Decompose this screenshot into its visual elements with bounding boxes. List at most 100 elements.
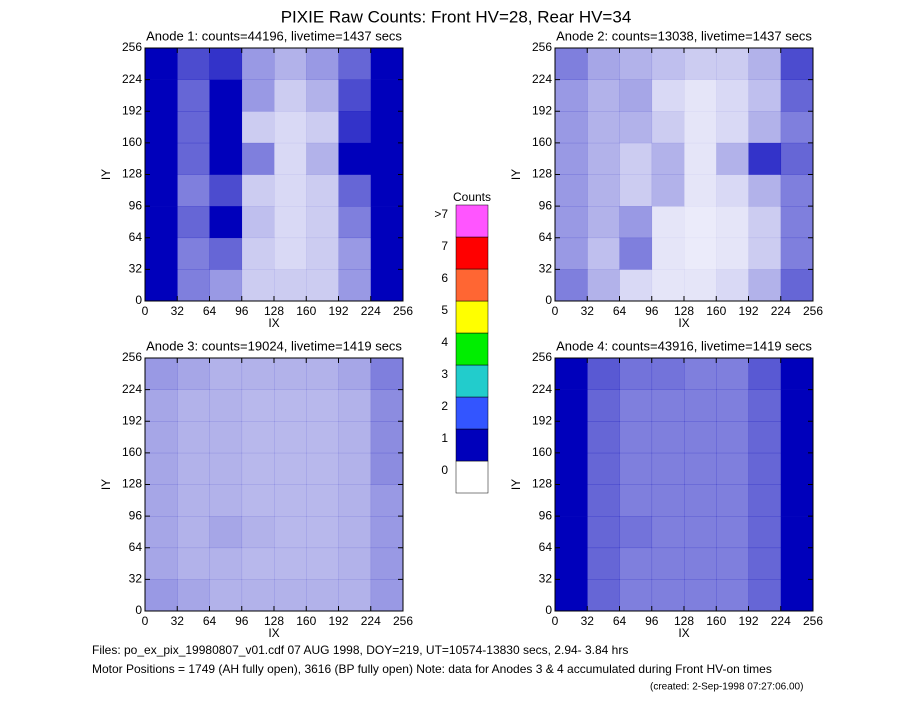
y-tick-label: 256: [532, 40, 552, 54]
heat-cell: [555, 79, 588, 112]
heat-cell: [370, 111, 404, 144]
heat-cell: [306, 174, 339, 207]
x-tick-label: 256: [393, 304, 413, 318]
heat-cell: [274, 48, 307, 80]
heat-cell: [619, 79, 653, 112]
heat-cell: [748, 111, 782, 144]
x-tick-label: 192: [328, 614, 348, 628]
heat-cell: [555, 547, 588, 580]
heat-cell: [651, 269, 685, 302]
y-tick-label: 32: [129, 262, 143, 276]
x-tick-label: 0: [552, 304, 559, 318]
x-tick-label: 160: [296, 614, 316, 628]
footer-created: (created: 2-Sep-1998 07:27:06.00): [650, 682, 803, 693]
heat-cell: [338, 174, 372, 207]
heat-cell: [274, 579, 307, 612]
heat-cell: [209, 579, 243, 612]
heat-cell: [555, 579, 588, 612]
colorbar-swatch: [455, 300, 489, 334]
heat-cell: [241, 237, 275, 270]
heat-cell: [651, 48, 685, 80]
y-tick-label: 0: [545, 293, 552, 307]
footer-motor: Motor Positions = 1749 (AH fully open), …: [92, 662, 772, 676]
heat-cell: [306, 579, 339, 612]
x-tick-label: 128: [674, 614, 694, 628]
heat-cell: [145, 421, 178, 454]
x-tick-label: 32: [171, 304, 185, 318]
heat-cell: [338, 389, 372, 422]
y-tick-label: 96: [539, 198, 553, 212]
heat-cell: [274, 269, 307, 302]
heat-cell: [619, 421, 653, 454]
heat-cell: [716, 484, 749, 517]
heat-cell: [555, 237, 588, 270]
heat-cell: [587, 174, 620, 207]
heat-cell: [370, 516, 404, 549]
heat-cell: [587, 389, 620, 422]
heat-cell: [555, 269, 588, 302]
x-tick-label: 192: [738, 614, 758, 628]
heat-cell: [619, 237, 653, 270]
y-tick-label: 224: [122, 382, 142, 396]
heat-cell: [145, 389, 178, 422]
heat-cell: [748, 358, 782, 390]
heat-cell: [684, 142, 717, 175]
colorbar-label: 6: [441, 271, 448, 285]
heat-cell: [145, 547, 178, 580]
heat-cell: [651, 452, 685, 485]
heat-cell: [651, 421, 685, 454]
heat-cell: [716, 452, 749, 485]
heat-cell: [748, 206, 782, 239]
colorbar-label: 0: [441, 463, 448, 477]
heat-cell: [338, 452, 372, 485]
panel-title: Anode 4: counts=43916, livetime=1419 sec…: [556, 338, 812, 353]
y-tick-label: 32: [129, 572, 143, 586]
heat-cell: [370, 484, 404, 517]
x-tick-label: 160: [706, 304, 726, 318]
heat-cell: [555, 389, 588, 422]
heat-cell: [651, 579, 685, 612]
heat-cell: [209, 358, 243, 390]
y-tick-label: 160: [532, 135, 552, 149]
heat-cell: [306, 48, 339, 80]
heat-cell: [684, 174, 717, 207]
heat-cell: [177, 389, 210, 422]
heat-cell: [748, 79, 782, 112]
heat-cell: [555, 48, 588, 80]
heat-cell: [619, 48, 653, 80]
heat-cell: [241, 269, 275, 302]
heat-cell: [370, 547, 404, 580]
colorbar-label: 5: [441, 303, 448, 317]
y-tick-label: 224: [532, 72, 552, 86]
x-tick-label: 256: [803, 614, 823, 628]
heat-cell: [177, 48, 210, 80]
heat-cell: [716, 421, 749, 454]
heat-cell: [306, 421, 339, 454]
heat-cell: [338, 48, 372, 80]
heat-cell: [306, 484, 339, 517]
heat-cell: [780, 79, 814, 112]
heat-cell: [684, 358, 717, 390]
heat-cell: [748, 142, 782, 175]
heat-cell: [241, 142, 275, 175]
heat-cell: [145, 111, 178, 144]
x-tick-label: 128: [264, 304, 284, 318]
heat-cell: [145, 48, 178, 80]
colorbar-label: 7: [441, 239, 448, 253]
heat-cell: [145, 142, 178, 175]
heat-cell: [370, 452, 404, 485]
heat-cell: [684, 421, 717, 454]
heat-cell: [209, 452, 243, 485]
heat-cell: [555, 358, 588, 390]
heat-cell: [619, 358, 653, 390]
colorbar-swatch: [455, 332, 489, 366]
heat-cell: [306, 389, 339, 422]
heat-cell: [555, 421, 588, 454]
heat-cell: [370, 269, 404, 302]
heat-cell: [241, 79, 275, 112]
heat-cell: [684, 237, 717, 270]
heat-cell: [370, 237, 404, 270]
heat-cell: [274, 547, 307, 580]
heat-cell: [716, 237, 749, 270]
